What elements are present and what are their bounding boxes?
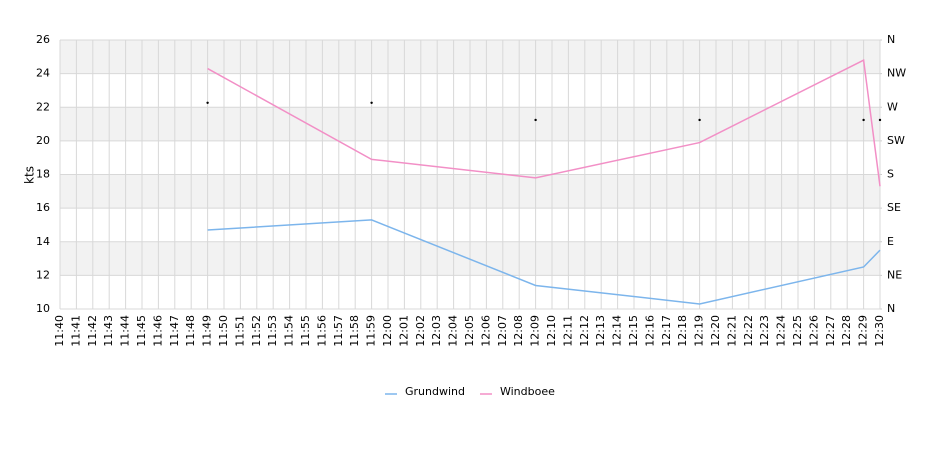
x-tick-label: 12:21 [725,315,738,347]
x-tick-label: 12:29 [857,315,870,347]
x-tick-label: 11:56 [315,315,328,347]
y-tick-label: 14 [36,235,50,248]
x-tick-label: 12:02 [414,315,427,347]
x-tick-label: 12:06 [479,315,492,347]
y-axis-label: kts [23,166,37,184]
x-tick-label: 11:42 [86,315,99,347]
x-tick-label: 11:59 [365,315,378,347]
y2-tick-label: W [887,100,898,113]
x-tick-label: 12:00 [381,315,394,347]
y-tick-label: 12 [36,268,50,281]
x-tick-label: 11:40 [53,315,66,347]
x-tick-label: 12:15 [627,315,640,347]
x-tick-label: 12:11 [561,315,574,347]
x-tick-label: 12:05 [463,315,476,347]
x-tick-label: 11:52 [250,315,263,347]
y2-tick-label: NW [887,67,906,80]
x-tick-label: 11:50 [217,315,230,347]
y-tick-label: 22 [36,100,50,113]
x-tick-label: 12:12 [578,315,591,347]
x-tick-label: 11:58 [348,315,361,347]
x-tick-label: 12:01 [397,315,410,347]
x-tick-label: 11:41 [69,315,82,347]
direction-point [534,118,537,122]
y-tick-label: 26 [36,33,50,46]
x-tick-label: 12:16 [643,315,656,347]
x-tick-label: 11:57 [332,315,345,347]
x-tick-label: 11:44 [119,315,132,347]
x-tick-label: 12:25 [791,315,804,347]
x-tick-label: 12:22 [742,315,755,347]
x-tick-label: 12:26 [807,315,820,347]
y2-tick-label: SW [887,134,905,147]
legend-label: Windboee [500,385,555,398]
legend-item[interactable]: Windboee [479,385,555,398]
x-tick-label: 12:03 [430,315,443,347]
y-tick-label: 24 [36,67,50,80]
x-tick-label: 12:17 [660,315,673,347]
x-tick-label: 11:55 [299,315,312,347]
x-tick-label: 11:53 [266,315,279,347]
y-tick-label: 20 [36,134,50,147]
y2-tick-label: SE [887,201,901,214]
series-line [207,59,881,187]
legend-label: Grundwind [405,385,465,398]
direction-point [862,118,865,122]
x-tick-label: 12:10 [545,315,558,347]
x-tick-label: 12:28 [840,315,853,347]
x-tick-label: 12:09 [529,315,542,347]
x-tick-label: 12:07 [496,315,509,347]
x-tick-label: 12:24 [775,315,788,347]
y2-tick-label: E [887,235,894,248]
y2-tick-label: N [887,302,895,315]
x-tick-label: 12:18 [676,315,689,347]
y2-tick-label: N [887,33,895,46]
x-tick-label: 11:45 [135,315,148,347]
x-tick-label: 12:08 [512,315,525,347]
direction-point [878,118,882,122]
x-tick-label: 11:49 [201,315,214,347]
series-line [207,219,881,305]
legend-item[interactable]: Grundwind [385,385,465,398]
x-tick-label: 12:23 [758,315,771,347]
y-tick-label: 18 [36,168,50,181]
y2-tick-label: NE [887,268,902,281]
x-tick-label: 12:20 [709,315,722,347]
x-tick-label: 11:43 [102,315,115,347]
x-tick-label: 12:19 [693,315,706,347]
x-tick-label: 11:48 [184,315,197,347]
y2-tick-label: S [887,168,894,181]
y-tick-label: 10 [36,302,50,315]
x-tick-label: 12:13 [594,315,607,347]
direction-point [370,101,373,104]
x-tick-label: 12:30 [873,315,886,347]
x-tick-label: 12:27 [824,315,837,347]
x-tick-label: 11:54 [283,315,296,347]
x-tick-label: 12:04 [447,315,460,347]
direction-point [698,118,701,122]
x-tick-label: 11:51 [233,315,246,347]
x-tick-label: 12:14 [611,315,624,347]
y-tick-label: 16 [36,201,50,214]
x-tick-label: 11:46 [151,315,164,347]
x-tick-label: 11:47 [168,315,181,347]
direction-point [206,101,209,104]
